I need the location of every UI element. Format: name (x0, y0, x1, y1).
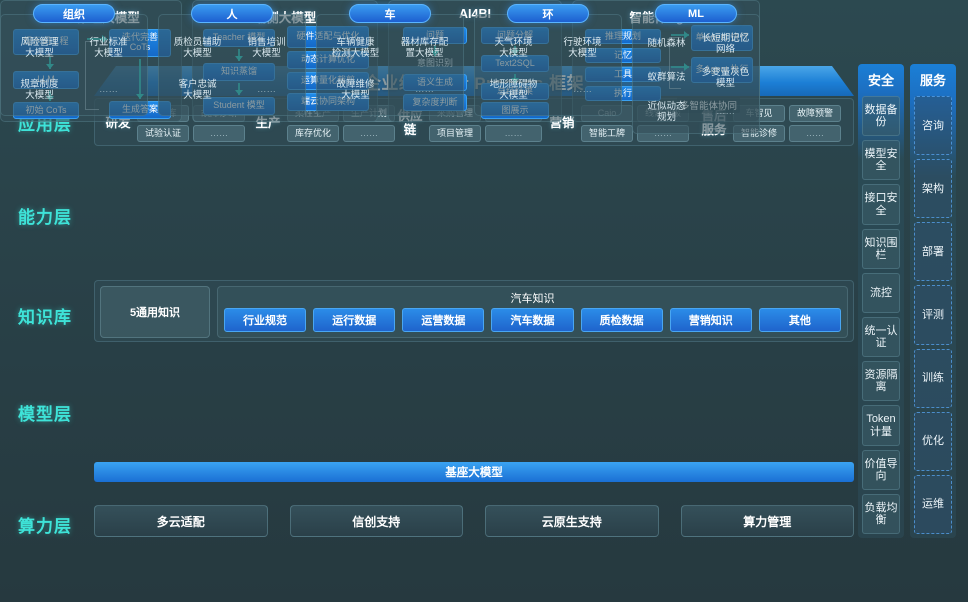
rail-item[interactable]: 知识围栏 (862, 228, 900, 269)
model-group-pill[interactable]: 环 (507, 4, 589, 23)
model-cell-grid: 质检员辅助 大模型 销售培训 大模型客户忠诚 大模型 …… (165, 29, 299, 110)
application-chip[interactable]: 库存优化 (287, 124, 339, 142)
knowledge-general-box[interactable]: 5通用知识 (100, 286, 210, 338)
compute-button[interactable]: 信创支持 (289, 505, 463, 537)
rail-item[interactable]: 流控 (862, 272, 900, 314)
rail-item[interactable]: 模型安全 (862, 140, 900, 181)
model-group[interactable]: ML 随机森林 长短期记忆 网络蚁群算法 多变量灰色 模型 近似动态 规划 …… (632, 4, 760, 134)
model-cell-grid: 随机森林 长短期记忆 网络蚁群算法 多变量灰色 模型 近似动态 规划 …… (639, 29, 753, 128)
model-group[interactable]: 车车辆健康 检测大模型 器材库存配 置大模型故障维修 大模型 …… (316, 4, 464, 116)
rail-item[interactable]: 训练 (914, 348, 952, 408)
rail-item[interactable]: 优化 (914, 411, 952, 471)
model-cell[interactable]: 车辆健康 检测大模型 (331, 36, 380, 59)
security-rail-items: 数据备份 模型安全 接口安全 知识围栏 流控 统一认证 资源隔离 Token计量 价值导向 负载均… (862, 96, 900, 535)
compute-button[interactable]: 算力管理 (680, 505, 854, 537)
model-cell[interactable]: 客户忠诚 大模型 (178, 78, 217, 101)
model-cell[interactable]: 质检员辅助 大模型 (173, 36, 222, 59)
knowledge-chip[interactable]: 汽车数据 (491, 308, 574, 332)
rail-item[interactable]: 价值导向 (862, 449, 900, 490)
model-cell[interactable]: …… (573, 84, 592, 96)
rail-item[interactable]: 评测 (914, 285, 952, 345)
layer-label-model: 模型层 (18, 405, 72, 424)
rail-item[interactable]: 咨询 (914, 96, 952, 156)
model-cell[interactable]: …… (716, 106, 735, 118)
application-chip[interactable]: 项目管理 (429, 124, 481, 142)
knowledge-automotive-header: 汽车知识 (510, 293, 555, 305)
service-rail-items: 咨询 架构 部署 评测 训练 优化 运维 (914, 96, 952, 534)
model-cell[interactable]: 风险管理 大模型 (20, 36, 59, 59)
knowledge-chip[interactable]: 其他 (758, 308, 841, 332)
knowledge-chip-list: 行业规范 运行数据 运营数据 汽车数据 质检数据 营销知识 其他 (224, 308, 841, 332)
model-group-pill[interactable]: 组织 (33, 4, 115, 23)
security-rail: 安全 数据备份 模型安全 接口安全 知识围栏 流控 统一认证 资源隔离 Token计量 价值导向… (858, 64, 904, 538)
model-cell[interactable]: 行业标准 大模型 (89, 36, 128, 59)
rail-item[interactable]: 统一认证 (862, 317, 900, 358)
knowledge-layer-panel: 5通用知识 汽车知识 行业规范 运行数据 运营数据 汽车数据 质检数据 营销知识 其他 (94, 280, 854, 342)
rail-item[interactable]: Token计量 (862, 405, 900, 446)
compute-button[interactable]: 云原生支持 (485, 505, 659, 537)
rail-item[interactable]: 接口安全 (862, 184, 900, 225)
model-cell[interactable]: 蚁群算法 (647, 72, 686, 84)
model-cell[interactable]: 行驶环境 大模型 (563, 36, 602, 59)
model-group[interactable]: 环天气环境 大模型 行驶环境 大模型地形障碍物 大模型 …… (474, 4, 622, 116)
application-chip[interactable]: …… (789, 124, 841, 142)
layer-label-compute: 算力层 (18, 517, 72, 536)
model-cell[interactable]: 销售培训 大模型 (247, 36, 286, 59)
rail-item[interactable]: 运维 (914, 474, 952, 534)
compute-button[interactable]: 多云适配 (94, 505, 268, 537)
service-rail-title: 服务 (919, 72, 946, 88)
model-group[interactable]: 组织风险管理 大模型 行业标准 大模型规章制度 大模型 …… (0, 4, 148, 116)
application-chip-column: 故障预警 …… (789, 104, 841, 142)
rail-item[interactable]: 负载均衡 (862, 493, 900, 535)
rail-item[interactable]: 资源隔离 (862, 361, 900, 402)
model-cell[interactable]: 地形障碍物 大模型 (489, 78, 538, 101)
layer-label-knowledge: 知识库 (18, 308, 72, 327)
knowledge-chip[interactable]: 质检数据 (580, 308, 663, 332)
security-rail-title: 安全 (867, 72, 894, 88)
knowledge-chip[interactable]: 行业规范 (224, 308, 307, 332)
model-cell[interactable]: 多变量灰色 模型 (701, 66, 750, 89)
application-chip[interactable]: …… (193, 124, 245, 142)
model-cell-grid: 风险管理 大模型 行业标准 大模型规章制度 大模型 …… (7, 29, 141, 110)
model-group-pill[interactable]: ML (655, 4, 737, 23)
model-cell[interactable]: …… (99, 84, 118, 96)
model-group-pill[interactable]: 车 (349, 4, 431, 23)
model-cell[interactable]: 随机森林 (647, 38, 686, 50)
rail-item[interactable]: 数据备份 (862, 96, 900, 137)
rail-item[interactable]: 架构 (914, 159, 952, 219)
knowledge-chip[interactable]: 运行数据 (313, 308, 396, 332)
application-chip[interactable]: …… (343, 124, 395, 142)
knowledge-chip[interactable]: 运营数据 (402, 308, 485, 332)
model-cell[interactable]: 器材库存配 置大模型 (400, 36, 449, 59)
model-cell[interactable]: …… (415, 84, 434, 96)
model-cell[interactable]: 故障维修 大模型 (336, 78, 375, 101)
application-chip[interactable]: 智能工牌 (581, 124, 633, 142)
model-group[interactable]: 人质检员辅助 大模型 销售培训 大模型客户忠诚 大模型 …… (158, 4, 306, 116)
layer-label-capability: 能力层 (18, 208, 72, 227)
knowledge-chip[interactable]: 营销知识 (669, 308, 752, 332)
model-cell[interactable]: 近似动态 规划 (647, 100, 686, 123)
model-cell-grid: 车辆健康 检测大模型 器材库存配 置大模型故障维修 大模型 …… (323, 29, 457, 110)
model-cell[interactable]: …… (257, 84, 276, 96)
model-group-pill[interactable]: 人 (191, 4, 273, 23)
compute-layer-panel: 多云适配 信创支持 云原生支持 算力管理 (94, 505, 854, 537)
application-chip[interactable]: 故障预警 (789, 104, 841, 122)
knowledge-automotive-box: 汽车知识 行业规范 运行数据 运营数据 汽车数据 质检数据 营销知识 其他 (217, 286, 848, 338)
model-cell[interactable]: 天气环境 大模型 (494, 36, 533, 59)
application-chip[interactable]: 试验认证 (137, 124, 189, 142)
model-cell-grid: 天气环境 大模型 行驶环境 大模型地形障碍物 大模型 …… (481, 29, 615, 110)
application-chip[interactable]: …… (485, 124, 543, 142)
rail-item[interactable]: 部署 (914, 222, 952, 282)
base-model-bar[interactable]: 基座大模型 (94, 462, 854, 482)
service-rail: 服务 咨询 架构 部署 评测 训练 优化 运维 (910, 64, 956, 538)
model-cell[interactable]: 规章制度 大模型 (20, 78, 59, 101)
model-layer-panel: 组织风险管理 大模型 行业标准 大模型规章制度 大模型 …… 人质检员辅助 大模型 销售培训 大模… (0, 4, 760, 257)
model-cell[interactable]: 长短期记忆 网络 (701, 32, 750, 55)
